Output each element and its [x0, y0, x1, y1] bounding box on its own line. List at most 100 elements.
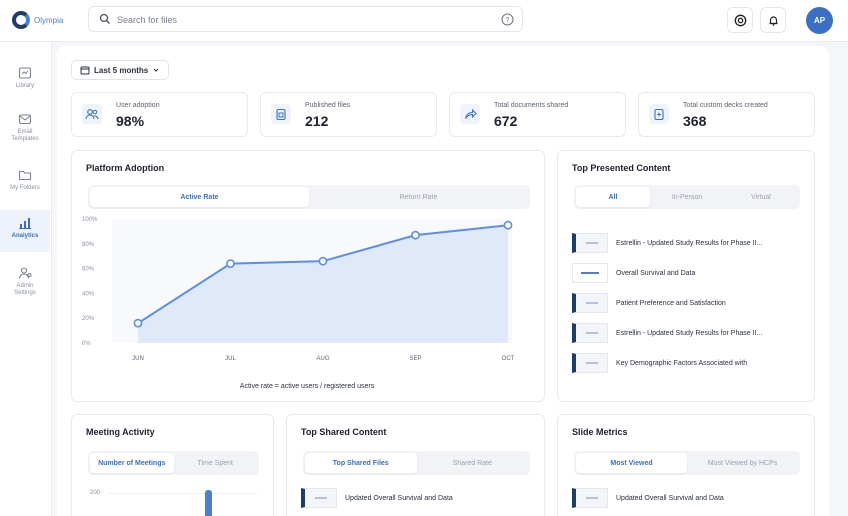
slide-thumbnail [572, 293, 608, 313]
tab-time-spent[interactable]: Time Spent [197, 459, 234, 467]
sidebar-item-analytics[interactable]: Analytics [0, 210, 50, 252]
slide-thumbnail [301, 488, 337, 508]
stat-value: 672 [494, 113, 518, 129]
list-item[interactable]: Estrellin - Updated Study Results for Ph… [572, 232, 762, 254]
x-tick-label: OCT [502, 356, 515, 362]
sidebar: Library Email Templates My Folders Analy… [0, 42, 52, 516]
lifebuoy-icon [734, 14, 746, 26]
y-tick-label: 60% [82, 267, 95, 273]
y-tick-label: 0% [82, 341, 91, 347]
data-point [318, 256, 328, 266]
users-icon [82, 104, 102, 124]
analytics-icon [19, 218, 31, 229]
sidebar-item-label: My Folders [10, 185, 40, 191]
brand-logo[interactable]: Olympia [12, 11, 63, 29]
data-point [133, 318, 143, 328]
y-tick-label: 20% [82, 316, 95, 322]
list-item[interactable]: Updated Overall Survival and Data [301, 487, 453, 509]
platform-adoption-card: Platform Adoption Active Rate Return Rat… [71, 150, 545, 402]
date-range-label: Last 5 months [94, 65, 149, 75]
stat-label: Total documents shared [494, 102, 569, 109]
data-point [503, 220, 513, 230]
content-title: Overall Survival and Data [616, 269, 696, 277]
chevron-down-icon [153, 68, 159, 72]
stat-value: 98% [116, 113, 145, 129]
card-title: Platform Adoption [86, 163, 165, 173]
adoption-line-chart: 0% 20% 40% 60% 80% 100% JUN JUL AUG SEP OCT [82, 217, 515, 362]
stat-label: Total custom decks created [683, 102, 768, 109]
presented-filter-toggle: All In-Person Virtual [574, 185, 800, 209]
library-icon [18, 67, 32, 79]
slide-thumbnail [572, 488, 608, 508]
sidebar-item-label: Library [15, 83, 35, 89]
tab-return-rate[interactable]: Return Rate [399, 193, 438, 201]
card-title: Top Shared Content [301, 427, 387, 437]
stat-value: 212 [305, 113, 329, 129]
tab-top-shared-files[interactable]: Top Shared Files [305, 453, 417, 473]
stat-card-published-files: Published files 212 [260, 92, 437, 137]
content-title: Updated Overall Survival and Data [345, 494, 453, 502]
tab-active-rate[interactable]: Active Rate [90, 187, 309, 207]
share-icon [460, 104, 480, 124]
tab-number-of-meetings[interactable]: Number of Meetings [90, 453, 174, 473]
notifications-button[interactable] [760, 7, 786, 33]
support-button[interactable] [727, 7, 753, 33]
meeting-metric-toggle: Number of Meetings Time Spent [88, 451, 259, 475]
slide-thumbnail [572, 233, 608, 253]
sidebar-item-library[interactable]: Library [0, 60, 50, 102]
help-icon[interactable]: ? [501, 13, 514, 26]
adoption-rate-toggle: Active Rate Return Rate [88, 185, 530, 209]
card-title: Top Presented Content [572, 163, 671, 173]
list-item[interactable]: Overall Survival and Data [572, 262, 695, 284]
y-tick-label: 40% [82, 291, 95, 297]
y-tick-label: 100% [82, 217, 98, 223]
sidebar-item-my-folders[interactable]: My Folders [0, 162, 50, 202]
brand-name: Olympia [34, 15, 64, 25]
series-area [138, 225, 508, 343]
list-item[interactable]: Updated Overall Survival and Data [572, 487, 724, 509]
search-input[interactable] [117, 11, 477, 29]
search-icon [99, 13, 110, 24]
content-title: Updated Overall Survival and Data [616, 494, 724, 502]
slide-thumbnail [572, 263, 608, 283]
deck-icon [649, 104, 669, 124]
slide-thumbnail [572, 323, 608, 343]
stat-label: User adoption [116, 102, 160, 109]
tab-virtual[interactable]: Virtual [751, 193, 771, 201]
tab-shared-rate[interactable]: Shared Rate [452, 459, 492, 467]
y-axis-tick: 200 [90, 490, 101, 496]
list-item[interactable]: Key Demographic Factors Associated with [572, 352, 747, 374]
sidebar-item-admin-settings[interactable]: Admin Settings [0, 260, 50, 308]
date-range-dropdown[interactable]: Last 5 months [71, 60, 170, 80]
top-bar: Olympia ? AP [0, 0, 848, 42]
content-title: Estrellin - Updated Study Results for Ph… [616, 329, 763, 337]
top-presented-content-card: Top Presented Content All In-Person Virt… [557, 150, 815, 402]
tab-in-person[interactable]: In-Person [671, 193, 703, 201]
stat-value: 368 [683, 113, 707, 129]
sidebar-item-label: Admin Settings [14, 283, 36, 296]
content-title: Estrellin - Updated Study Results for Ph… [616, 239, 763, 247]
search-box[interactable]: ? [88, 6, 523, 32]
data-point [411, 230, 420, 240]
chart-caption: Active rate = active users / registered … [239, 383, 375, 390]
content-title: Key Demographic Factors Associated with [616, 359, 748, 367]
sidebar-item-email-templates[interactable]: Email Templates [0, 106, 50, 154]
list-item[interactable]: Estrellin - Updated Study Results for Ph… [572, 322, 762, 344]
x-tick-label: SEP [409, 356, 421, 362]
user-avatar[interactable]: AP [806, 7, 833, 34]
tab-all[interactable]: All [576, 187, 650, 207]
slide-metrics-card: Slide Metrics Most Viewed Most Viewed by… [557, 414, 815, 516]
stat-label: Published files [305, 102, 351, 109]
admin-icon [18, 267, 32, 279]
list-item[interactable]: Patient Preference and Satisfaction [572, 292, 726, 314]
data-point [226, 259, 235, 269]
top-shared-content-card: Top Shared Content Top Shared Files Shar… [286, 414, 545, 516]
sidebar-item-label: Email Templates [11, 129, 39, 142]
stat-card-documents-shared: Total documents shared 672 [449, 92, 626, 137]
gridline [108, 493, 258, 494]
mail-icon [18, 114, 32, 125]
analytics-dashboard: Last 5 months User adoption 98% Publishe… [57, 46, 829, 516]
tab-most-viewed[interactable]: Most Viewed [576, 453, 687, 473]
tab-most-viewed-by-hcps[interactable]: Most Viewed by HCPs [707, 459, 778, 467]
slide-thumbnail [572, 353, 608, 373]
